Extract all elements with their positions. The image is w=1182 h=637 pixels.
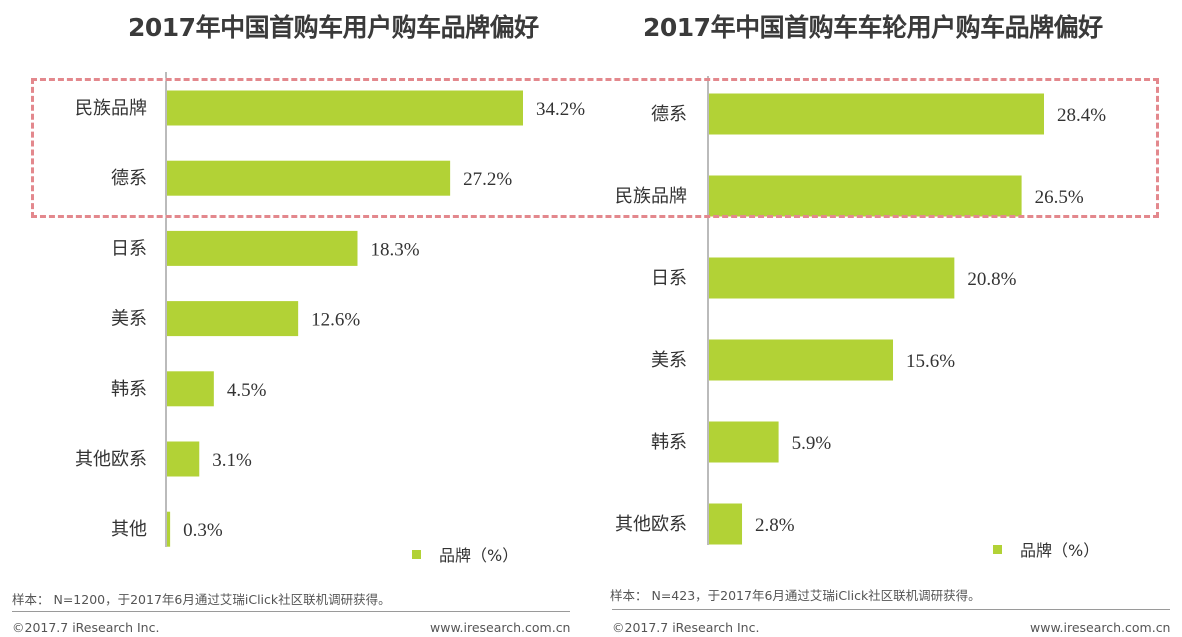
category-label-0: 民族品牌: [75, 98, 147, 119]
bar-6: [167, 511, 171, 547]
left-copyright: ©2017.7 iResearch Inc.: [12, 620, 160, 635]
bar-0: [709, 93, 1044, 135]
value-label-2: 18.3%: [370, 239, 419, 260]
right-chart-legend: 品牌（%）: [993, 537, 1099, 561]
legend-swatch: [412, 549, 421, 559]
left-chart-legend: 品牌（%）: [412, 542, 518, 566]
right-sample-note: 样本： N=423，于2017年6月通过艾瑞iClick社区联机调研获得。: [610, 588, 981, 603]
value-label-1: 27.2%: [463, 169, 512, 190]
category-label-1: 民族品牌: [615, 186, 687, 207]
legend-label: 品牌（%）: [1020, 541, 1100, 560]
legend-label: 品牌（%）: [439, 546, 519, 565]
bar-3: [167, 301, 299, 337]
left-footer-divider: [12, 611, 570, 612]
bar-1: [709, 175, 1022, 217]
right-copyright: ©2017.7 iResearch Inc.: [612, 620, 760, 635]
bar-4: [167, 371, 214, 407]
value-label-6: 0.3%: [183, 520, 223, 541]
bar-4: [709, 421, 779, 463]
value-label-5: 3.1%: [212, 450, 252, 471]
value-label-4: 4.5%: [227, 380, 267, 401]
value-label-5: 2.8%: [755, 515, 795, 536]
value-label-0: 28.4%: [1057, 105, 1106, 126]
right-website: www.iresearch.com.cn: [1030, 620, 1171, 635]
left-website: www.iresearch.com.cn: [430, 620, 571, 635]
value-label-4: 5.9%: [792, 433, 832, 454]
category-label-0: 德系: [651, 104, 687, 125]
category-label-3: 美系: [651, 350, 687, 371]
left-chart-title: 2017年中国首购车用户购车品牌偏好: [128, 13, 539, 42]
bar-0: [167, 90, 523, 126]
value-label-3: 15.6%: [906, 351, 955, 372]
left-sample-note: 样本： N=1200，于2017年6月通过艾瑞iClick社区联机调研获得。: [12, 592, 391, 607]
bar-3: [709, 339, 894, 381]
bar-5: [709, 503, 743, 545]
category-label-4: 韩系: [651, 432, 687, 453]
value-label-0: 34.2%: [536, 99, 585, 120]
category-label-5: 其他欧系: [75, 449, 147, 470]
bar-2: [167, 230, 358, 266]
right-footer-divider: [612, 609, 1170, 610]
legend-swatch: [993, 544, 1002, 554]
bar-2: [709, 257, 955, 299]
category-label-3: 美系: [111, 309, 147, 330]
category-label-6: 其他: [111, 519, 147, 540]
category-label-4: 韩系: [111, 379, 147, 400]
bar-5: [167, 441, 200, 477]
highlight-dashed-box: [31, 78, 1159, 218]
value-label-3: 12.6%: [311, 310, 360, 331]
category-label-2: 日系: [111, 238, 147, 259]
value-label-1: 26.5%: [1035, 187, 1084, 208]
bar-1: [167, 160, 451, 196]
category-label-1: 德系: [111, 168, 147, 189]
left-bar-chart: 民族品牌 34.2% 德系 27.2% 日系 18.3% 美系 12.6% 韩系 4.5% 其他欧系…: [75, 72, 585, 547]
category-label-5: 其他欧系: [615, 514, 687, 535]
right-chart-title: 2017年中国首购车车轮用户购车品牌偏好: [643, 13, 1103, 42]
value-label-2: 20.8%: [967, 269, 1016, 290]
right-bar-chart: 德系 28.4% 民族品牌 26.5% 日系 20.8% 美系 15.6% 韩系 5.9% 其他欧系…: [615, 76, 1106, 545]
category-label-2: 日系: [651, 268, 687, 289]
